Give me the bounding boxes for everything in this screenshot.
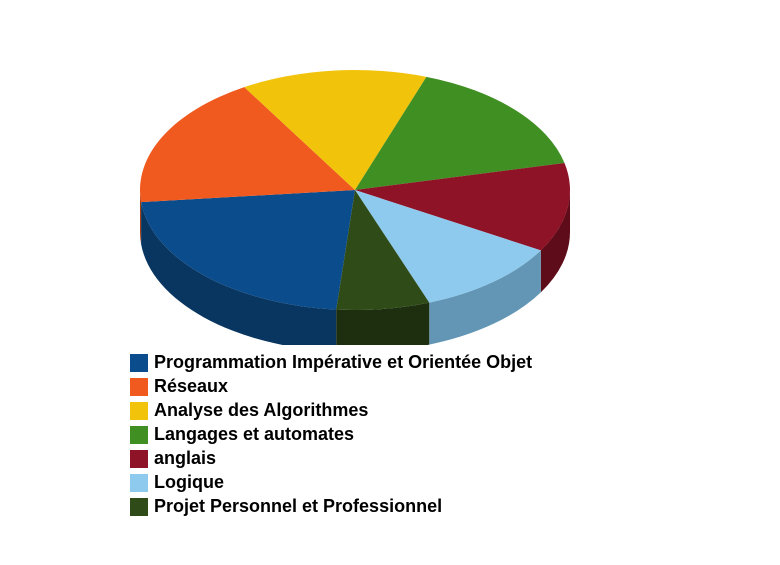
legend-label: anglais <box>154 448 216 469</box>
legend-item: Programmation Impérative et Orientée Obj… <box>130 352 532 373</box>
legend-swatch <box>130 402 148 420</box>
chart-container: Programmation Impérative et Orientée Obj… <box>0 0 780 565</box>
legend-item: Logique <box>130 472 532 493</box>
legend-swatch <box>130 378 148 396</box>
pie-chart <box>120 25 590 345</box>
legend-item: Réseaux <box>130 376 532 397</box>
legend-label: Réseaux <box>154 376 228 397</box>
legend-label: Programmation Impérative et Orientée Obj… <box>154 352 532 373</box>
legend-item: Langages et automates <box>130 424 532 445</box>
legend-item: Projet Personnel et Professionnel <box>130 496 532 517</box>
legend-swatch <box>130 354 148 372</box>
legend: Programmation Impérative et Orientée Obj… <box>130 352 532 520</box>
legend-swatch <box>130 426 148 444</box>
legend-swatch <box>130 498 148 516</box>
legend-swatch <box>130 450 148 468</box>
legend-item: anglais <box>130 448 532 469</box>
legend-label: Projet Personnel et Professionnel <box>154 496 442 517</box>
legend-label: Logique <box>154 472 224 493</box>
legend-item: Analyse des Algorithmes <box>130 400 532 421</box>
legend-swatch <box>130 474 148 492</box>
legend-label: Analyse des Algorithmes <box>154 400 368 421</box>
legend-label: Langages et automates <box>154 424 354 445</box>
